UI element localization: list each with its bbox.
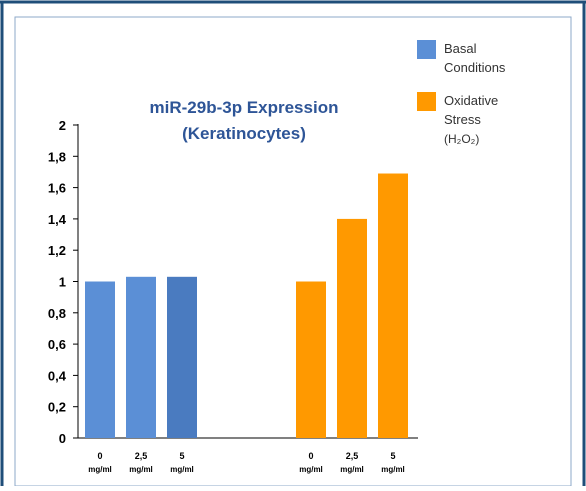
x-tick-label-value: 0	[97, 451, 102, 461]
y-tick-label: 0,6	[48, 337, 66, 352]
chart-title-line-2: (Keratinocytes)	[182, 124, 306, 143]
y-tick-label: 0	[59, 431, 66, 446]
x-tick-label-unit: mg/ml	[129, 465, 153, 474]
chart-title-line-1: miR-29b-3p Expression	[150, 98, 339, 117]
bar-series	[85, 173, 408, 438]
x-tick-label-unit: mg/ml	[88, 465, 112, 474]
y-tick-label: 0,8	[48, 306, 66, 321]
x-tick-label-value: 0	[308, 451, 313, 461]
legend-label-basal-line-1: Basal	[444, 41, 477, 56]
x-tick-label-value: 2,5	[346, 451, 359, 461]
bar-basal-2	[167, 276, 197, 438]
bar-oxidative-1	[337, 218, 367, 438]
x-tick-label-unit: mg/ml	[170, 465, 194, 474]
y-tick-label: 1,8	[48, 149, 66, 164]
x-tick-label-unit: mg/ml	[340, 465, 364, 474]
x-tick-label-unit: mg/ml	[299, 465, 323, 474]
legend-swatch-oxidative	[417, 92, 436, 111]
y-tick-label: 1,4	[48, 212, 67, 227]
y-tick-label: 0,4	[48, 368, 67, 383]
y-tick-label: 0,2	[48, 400, 66, 415]
y-axis-ticks: 0 0,2 0,4 0,6 0,8 1 1,2 1,4 1,6 1,8 2	[48, 118, 78, 446]
legend-swatch-basal	[417, 40, 436, 59]
y-tick-label: 1,2	[48, 243, 66, 258]
y-tick-label: 1,6	[48, 181, 66, 196]
legend-label-oxidative-line-1: Oxidative	[444, 93, 498, 108]
y-tick-label: 1	[59, 275, 66, 290]
bar-oxidative-2	[378, 173, 408, 438]
x-tick-label-value: 2,5	[135, 451, 148, 461]
x-axis-labels: 0 mg/ml 2,5 mg/ml 5 mg/ml 0 mg/ml 2,5 mg/ml 5 mg/ml	[88, 451, 405, 474]
bar-basal-1	[126, 276, 156, 438]
legend-label-oxidative-line-2: Stress	[444, 112, 481, 127]
bar-oxidative-0	[296, 281, 326, 438]
legend-label-basal-line-2: Conditions	[444, 60, 506, 75]
legend-label-oxidative-line-3: (H₂O₂)	[444, 132, 479, 146]
legend: Basal Conditions Oxidative Stress (H₂O₂)	[417, 40, 506, 146]
x-tick-label-value: 5	[390, 451, 395, 461]
x-tick-label-unit: mg/ml	[381, 465, 405, 474]
y-tick-label: 2	[59, 118, 66, 133]
x-tick-label-value: 5	[179, 451, 184, 461]
bar-basal-0	[85, 281, 115, 438]
